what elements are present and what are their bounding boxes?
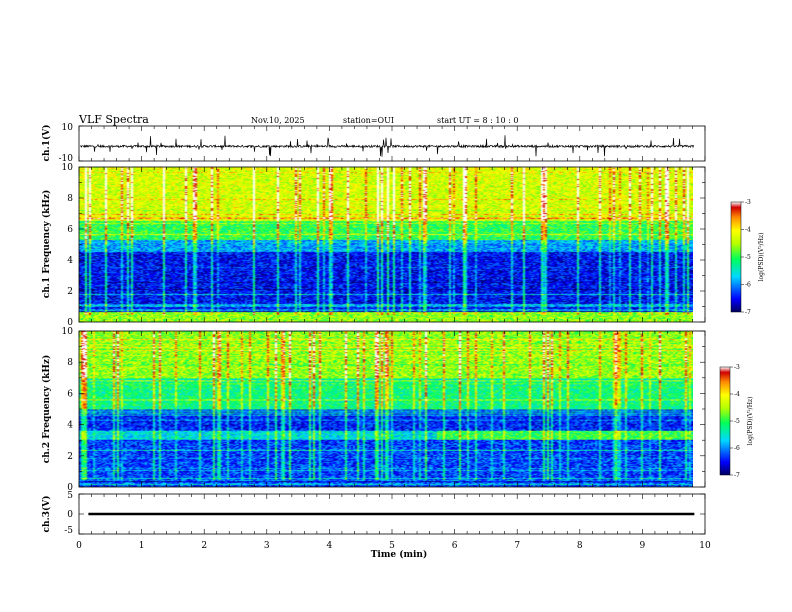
x-tick-label: 4 [327, 541, 333, 551]
ch3-trace-ylabel: ch.3(V) [41, 496, 52, 533]
ch1-spectrogram-ylabel-line1: ch.1 Frequency (kHz) [41, 190, 52, 299]
colorbar-tick-label: -7 [734, 472, 740, 479]
y-tick-label: 8 [67, 358, 73, 368]
y-tick-label: 0 [67, 318, 73, 328]
ch1-waveform-ticks [78, 125, 706, 162]
colorbar-tick-label: -5 [734, 418, 740, 425]
ch2-colorbar-gradient [719, 366, 731, 476]
ch3-ytick-label: 5 [67, 491, 73, 501]
ch2-colorbar: -3 -4 -5 -6 -7 log(PSD)(V²/Hz) [719, 364, 754, 479]
ch2-colorbar-ticks: -3 -4 -5 -6 -7 [730, 364, 740, 479]
colorbar-tick-label: -6 [734, 445, 740, 452]
ch2-spectrogram-heatmap [79, 331, 693, 487]
x-tick-label: 0 [76, 541, 82, 551]
ch1-spectrogram-ytick-labels: 0 2 4 6 8 10 [62, 163, 74, 328]
ch2-spectrogram-ylabel: ch.2 Frequency (kHz) [41, 355, 52, 464]
y-tick-label: 4 [67, 421, 73, 431]
ch3-ytick-label: 0 [67, 510, 73, 520]
header-date: Nov.10, 2025 [251, 116, 305, 125]
ch1-colorbar-ticks: -3 -4 -5 -6 -7 [741, 199, 751, 316]
time-xtick-labels: 0 1 2 3 4 5 6 7 8 9 10 [76, 541, 711, 551]
ch1-waveform-frame-bg [79, 126, 705, 161]
ch1-colorbar: -3 -4 -5 -6 -7 log(PSD)(V²/Hz) [730, 199, 765, 316]
y-tick-label: 2 [67, 287, 73, 297]
colorbar-tick-label: -3 [745, 199, 751, 206]
chart-title: VLF Spectra [78, 113, 149, 126]
y-tick-label: 10 [62, 163, 74, 173]
y-tick-label: 10 [62, 327, 74, 337]
colorbar-tick-label: -5 [745, 254, 751, 261]
ch1-ytick-label: -10 [59, 154, 74, 164]
x-tick-label: 5 [389, 541, 395, 551]
x-tick-label: 2 [201, 541, 207, 551]
x-tick-label: 1 [139, 541, 145, 551]
ch3-trace-panel: 5 0 -5 ch.3(V) 0 1 2 3 4 5 6 7 8 9 10 Time (min) [41, 491, 711, 560]
y-tick-label: 6 [67, 389, 73, 399]
x-tick-label: 10 [699, 541, 711, 551]
ch2-spectrogram-ytick-labels: 0 2 4 6 8 10 [62, 327, 74, 493]
header-station: station=OUI [343, 116, 394, 125]
colorbar-tick-label: -4 [734, 391, 740, 398]
ch1-spectrogram-panel: 0 2 4 6 8 10 ch.1 Frequency (kHz) [41, 163, 706, 328]
ch2-spectrogram-panel: 0 2 4 6 8 10 ch.2 Frequency (kHz) [41, 327, 706, 493]
x-tick-label: 7 [514, 541, 520, 551]
ch2-spectrogram-ticks [78, 330, 706, 488]
ch3-ytick-label: -5 [64, 526, 73, 536]
ch1-spectrogram-ticks [78, 166, 706, 323]
ch1-ytick-label: 10 [62, 123, 74, 133]
ch1-waveform-ylabel: ch.1(V) [41, 125, 52, 162]
ch2-colorbar-label: log(PSD)(V²/Hz) [747, 397, 754, 446]
ch1-colorbar-label: log(PSD)(V²/Hz) [758, 233, 765, 282]
colorbar-tick-label: -6 [745, 282, 751, 289]
y-tick-label: 0 [67, 483, 73, 493]
x-tick-label: 9 [640, 541, 646, 551]
time-xaxis-label: Time (min) [371, 549, 428, 560]
colorbar-tick-label: -7 [745, 309, 751, 316]
y-tick-label: 4 [67, 256, 73, 266]
colorbar-tick-label: -3 [734, 364, 740, 371]
header-start-ut: start UT = 8 : 10 : 0 [437, 116, 518, 125]
x-tick-label: 6 [452, 541, 458, 551]
ch3-trace-ticks [78, 493, 706, 535]
x-tick-label: 8 [577, 541, 583, 551]
x-tick-label: 3 [264, 541, 270, 551]
ch1-colorbar-gradient [730, 201, 742, 313]
y-tick-label: 2 [67, 452, 73, 462]
ch1-waveform-line [80, 135, 695, 157]
colorbar-tick-label: -4 [745, 227, 751, 234]
y-tick-label: 8 [67, 194, 73, 204]
y-tick-label: 6 [67, 225, 73, 235]
ch1-waveform-panel: 10 -10 ch.1(V) [41, 123, 706, 164]
ch1-spectrogram-heatmap [79, 167, 693, 322]
